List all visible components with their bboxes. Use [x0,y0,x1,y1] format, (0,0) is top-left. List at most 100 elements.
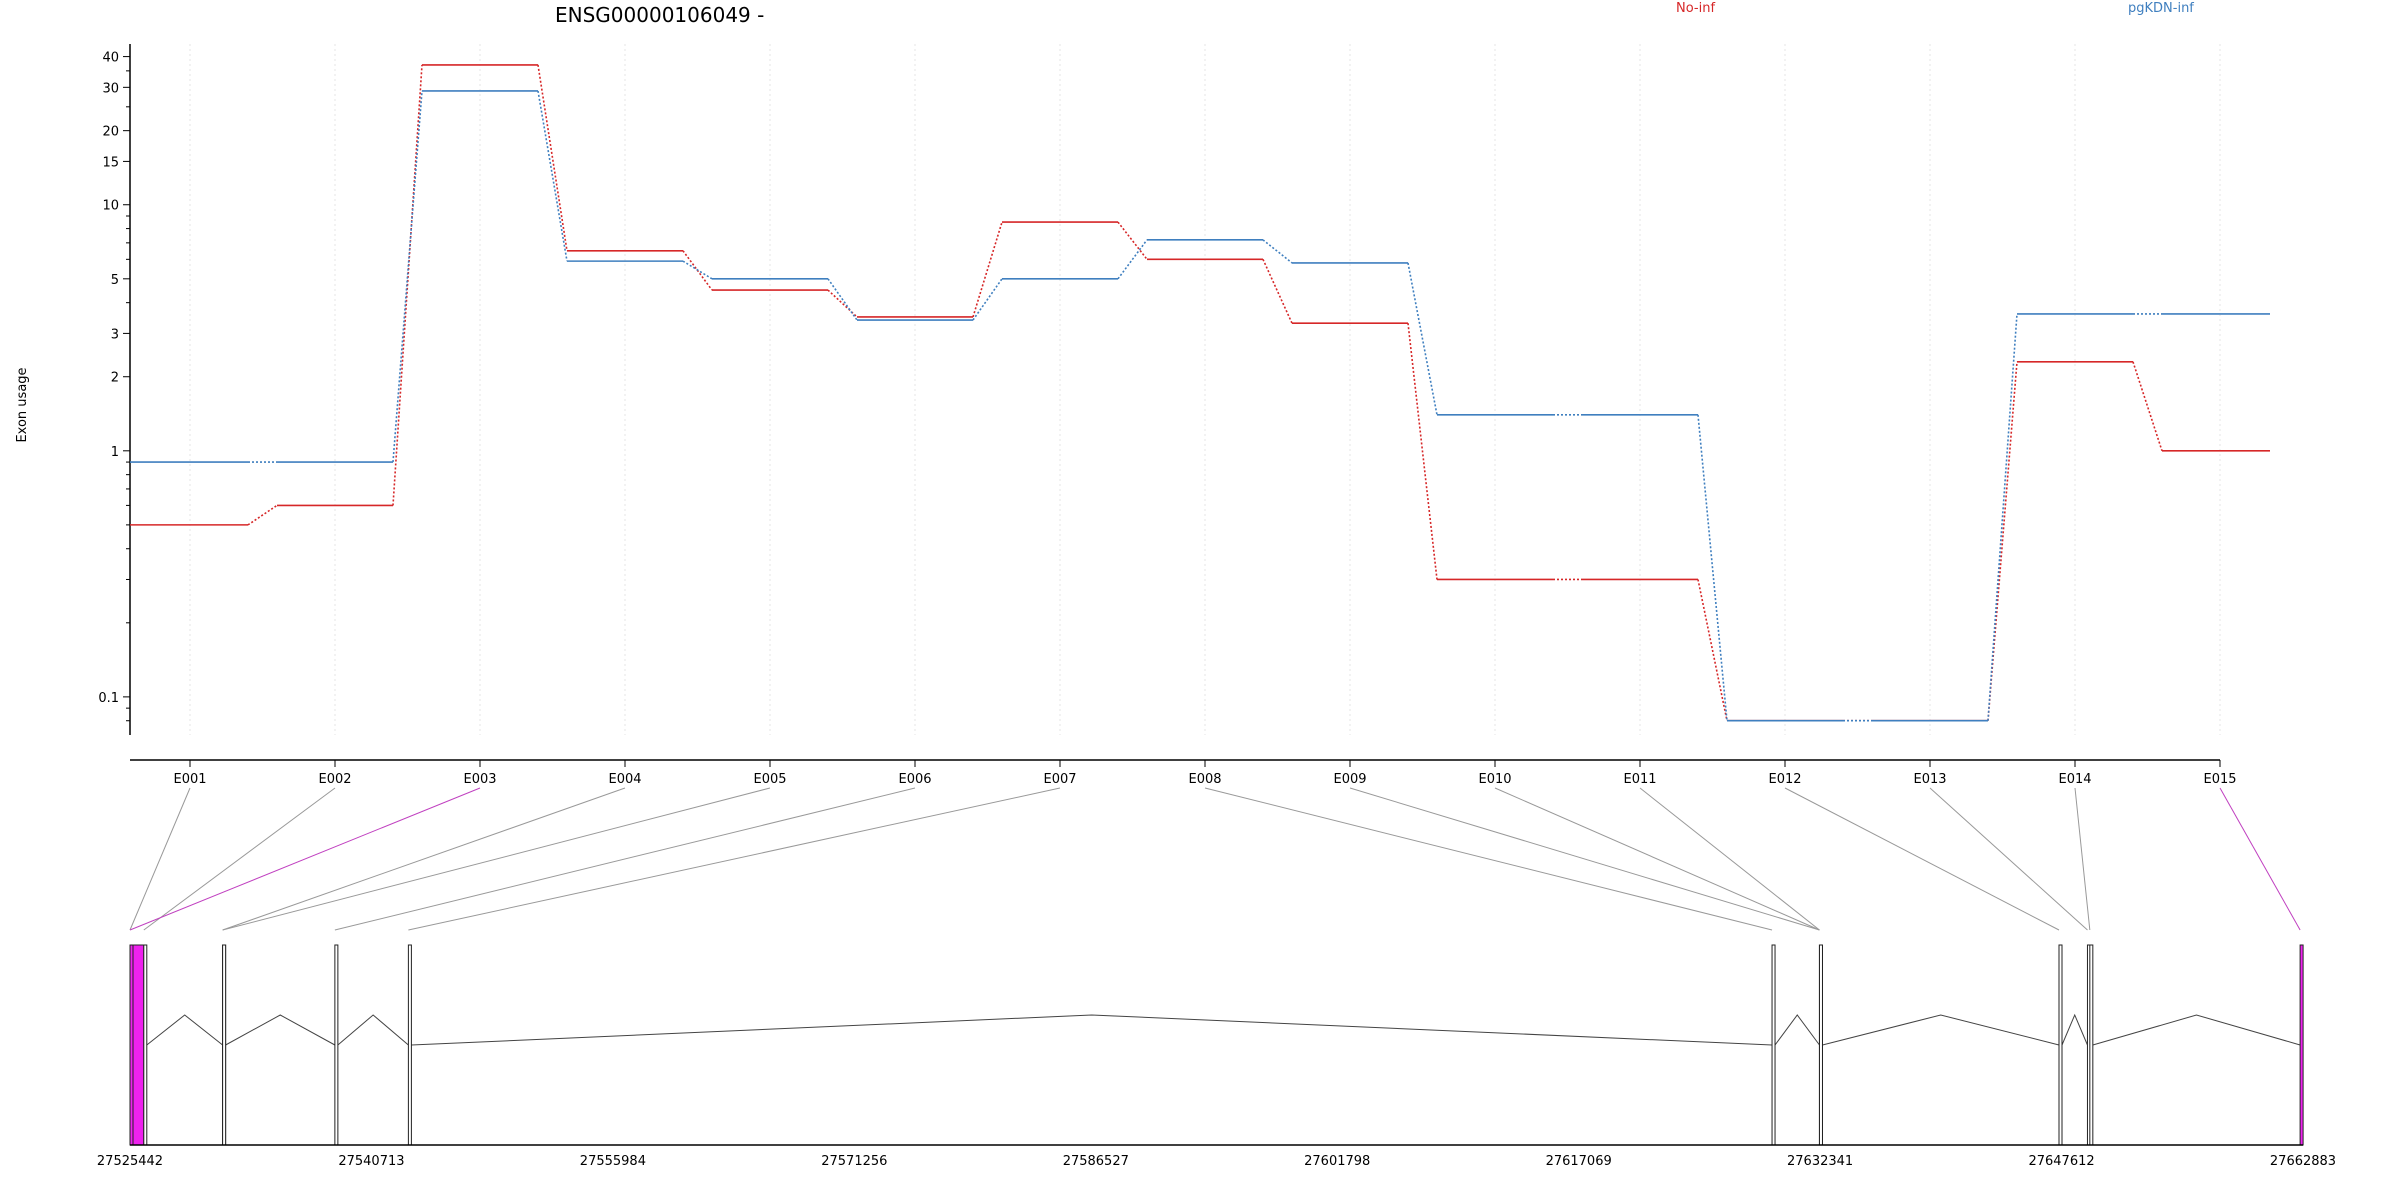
coord-tick-label: 27586527 [1063,1154,1129,1169]
coord-tick-label: 27571256 [821,1154,887,1169]
connector-E008 [1204,787,1773,931]
transition-E005 [827,278,858,321]
coord-tick-label: 27555984 [580,1154,646,1169]
transition-E013 [1987,361,2018,721]
exon-block-E015 [2299,944,2304,1146]
coord-tick-label: 27632341 [1787,1154,1853,1169]
exon-block-E006 [334,944,339,1146]
transition-E009 [1407,323,1438,580]
connector-E014 [2074,787,2091,931]
connector-E001 [129,787,191,931]
transition-E008 [1262,258,1293,324]
intron [1774,1014,1820,1046]
exon-block-E011 [1818,944,1823,1146]
coord-tick-label: 27525442 [97,1154,163,1169]
y-axis: 0.1 1 2 3 5 10 15 20 30 40 [98,44,131,735]
x-tick-label: E001 [173,772,206,787]
y-tick-label: 5 [111,273,119,288]
intron [225,1014,336,1046]
connector-E009 [1349,787,1820,931]
connector-E003 [129,787,481,931]
y-tick-label: 1 [111,445,119,460]
x-tick-label: E010 [1478,772,1511,787]
x-tick-label: E011 [1623,772,1656,787]
exon-block-E003 [129,944,134,1146]
coord-tick-label: 27540713 [338,1154,404,1169]
connector-E013 [1929,787,2088,931]
y-tick-label: 2 [111,371,119,386]
exon-block-E007 [407,944,412,1146]
x-tick-label: E003 [463,772,496,787]
genomic-coordinate-axis: 27525442 27540713 27555984 27571256 27586527… [97,1144,2336,1169]
connector-E015 [2219,787,2301,931]
x-tick-label: E004 [608,772,641,787]
intron [2061,1013,2088,1046]
x-tick-label: E008 [1188,772,1221,787]
coord-tick-label: 27617069 [1546,1154,1612,1169]
connector-E011 [1639,787,1820,931]
x-axis: E001 E002 E003 E004 E005 E006 E007 E008 E009 E010… [130,759,2237,787]
x-tick-label: E014 [2058,772,2091,787]
transition-E001 [247,504,278,526]
coord-tick-label: 27662883 [2270,1154,2336,1169]
coord-tick-label: 27601798 [1304,1154,1370,1169]
connector-E010 [1494,787,1820,931]
intron [1822,1014,2060,1046]
intron [146,1014,223,1046]
intron [337,1014,409,1046]
transition-E014 [2132,361,2163,452]
gridlines [189,44,2221,735]
y-tick-label: 15 [102,155,119,170]
series-No-inf [130,64,2270,722]
connector-E006 [334,787,916,931]
transition-E007 [1117,221,1148,260]
transition-E011 [1697,579,1728,721]
connector-E012 [1784,787,2060,931]
x-tick-label: E005 [753,772,786,787]
gene-model [129,944,2304,1146]
transition-E004 [682,260,713,280]
transition-E007 [1117,239,1148,280]
series-lines [130,64,2270,722]
y-axis-label: Exon usage [15,367,30,442]
intron [411,1014,1773,1046]
y-tick-label: 40 [102,51,119,66]
transition-E006 [972,221,1003,318]
x-tick-label: E012 [1768,772,1801,787]
exon-block-E005 [222,944,227,1146]
transition-E005 [827,289,858,318]
transition-E008 [1262,239,1293,264]
x-tick-label: E007 [1043,772,1076,787]
transition-E009 [1407,262,1438,416]
exon-block-E002 [143,944,148,1146]
transition-E003 [537,90,568,262]
connector-E005 [222,787,771,931]
y-tick-label: 3 [111,327,119,342]
y-tick-label: 10 [102,199,119,214]
connector-E004 [222,787,626,931]
exon-block-E012 [2058,944,2063,1146]
transition-E006 [972,278,1003,321]
x-tick-label: E002 [318,772,351,787]
intron [2092,1014,2301,1046]
y-tick-label: 0.1 [98,691,119,706]
y-tick-label: 20 [102,125,119,140]
transition-E011 [1697,414,1728,721]
x-tick-label: E015 [2203,772,2236,787]
connector-E007 [408,787,1061,931]
legend-pgkdn-inf: pgKDN-inf [2128,1,2194,16]
series-pgKDN-inf [130,90,2270,722]
chart-title: ENSG00000106049 - [555,3,764,27]
exon-block-E008 [1771,944,1776,1146]
transition-E003 [537,64,568,251]
legend-no-inf: No-inf [1676,1,1715,16]
x-tick-label: E013 [1913,772,1946,787]
x-tick-label: E009 [1333,772,1366,787]
x-tick-label: E006 [898,772,931,787]
exon-block-E014 [2089,944,2094,1146]
y-tick-label: 30 [102,81,119,96]
exon-connectors [129,787,2301,931]
transition-E013 [1987,313,2018,721]
connector-E002 [143,787,336,931]
